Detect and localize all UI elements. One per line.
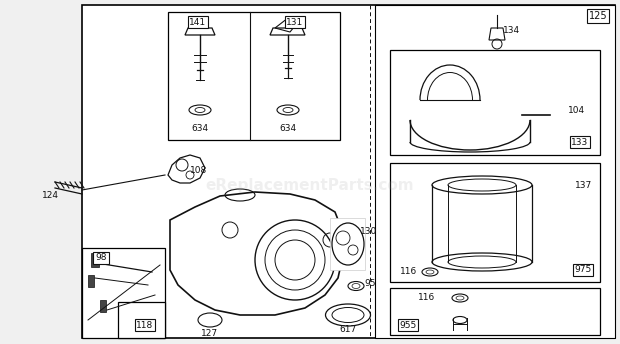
Text: 134: 134 [503,25,520,34]
Bar [390,288,600,335]
Text: 137: 137 [575,181,592,190]
Bar [100,300,106,312]
Bar [82,248,165,338]
Text: 127: 127 [202,329,219,337]
Text: eReplacementParts.com: eReplacementParts.com [206,178,414,193]
Bar [118,302,165,338]
Bar [390,163,600,282]
Text: 118: 118 [136,321,154,330]
Text: 108: 108 [190,165,207,174]
Bar [375,5,615,338]
Bar [91,253,99,267]
Text: 634: 634 [192,123,208,132]
Text: 141: 141 [190,18,206,26]
Text: 116: 116 [400,268,417,277]
Text: 98: 98 [95,254,107,262]
Text: 130: 130 [360,227,377,237]
Text: 133: 133 [572,138,588,147]
Text: 104: 104 [568,106,585,115]
Text: 131: 131 [286,18,304,26]
Bar [390,50,600,155]
Text: 634: 634 [280,123,296,132]
Text: 124: 124 [42,191,58,200]
Text: 116: 116 [418,293,435,302]
Bar [88,275,94,287]
Text: 95: 95 [364,279,376,288]
Bar [168,12,340,140]
Text: 125: 125 [588,11,608,21]
Bar [82,5,615,338]
Bar [330,218,365,270]
Text: 955: 955 [399,321,417,330]
Text: 617: 617 [339,325,356,334]
Text: 975: 975 [574,266,591,275]
